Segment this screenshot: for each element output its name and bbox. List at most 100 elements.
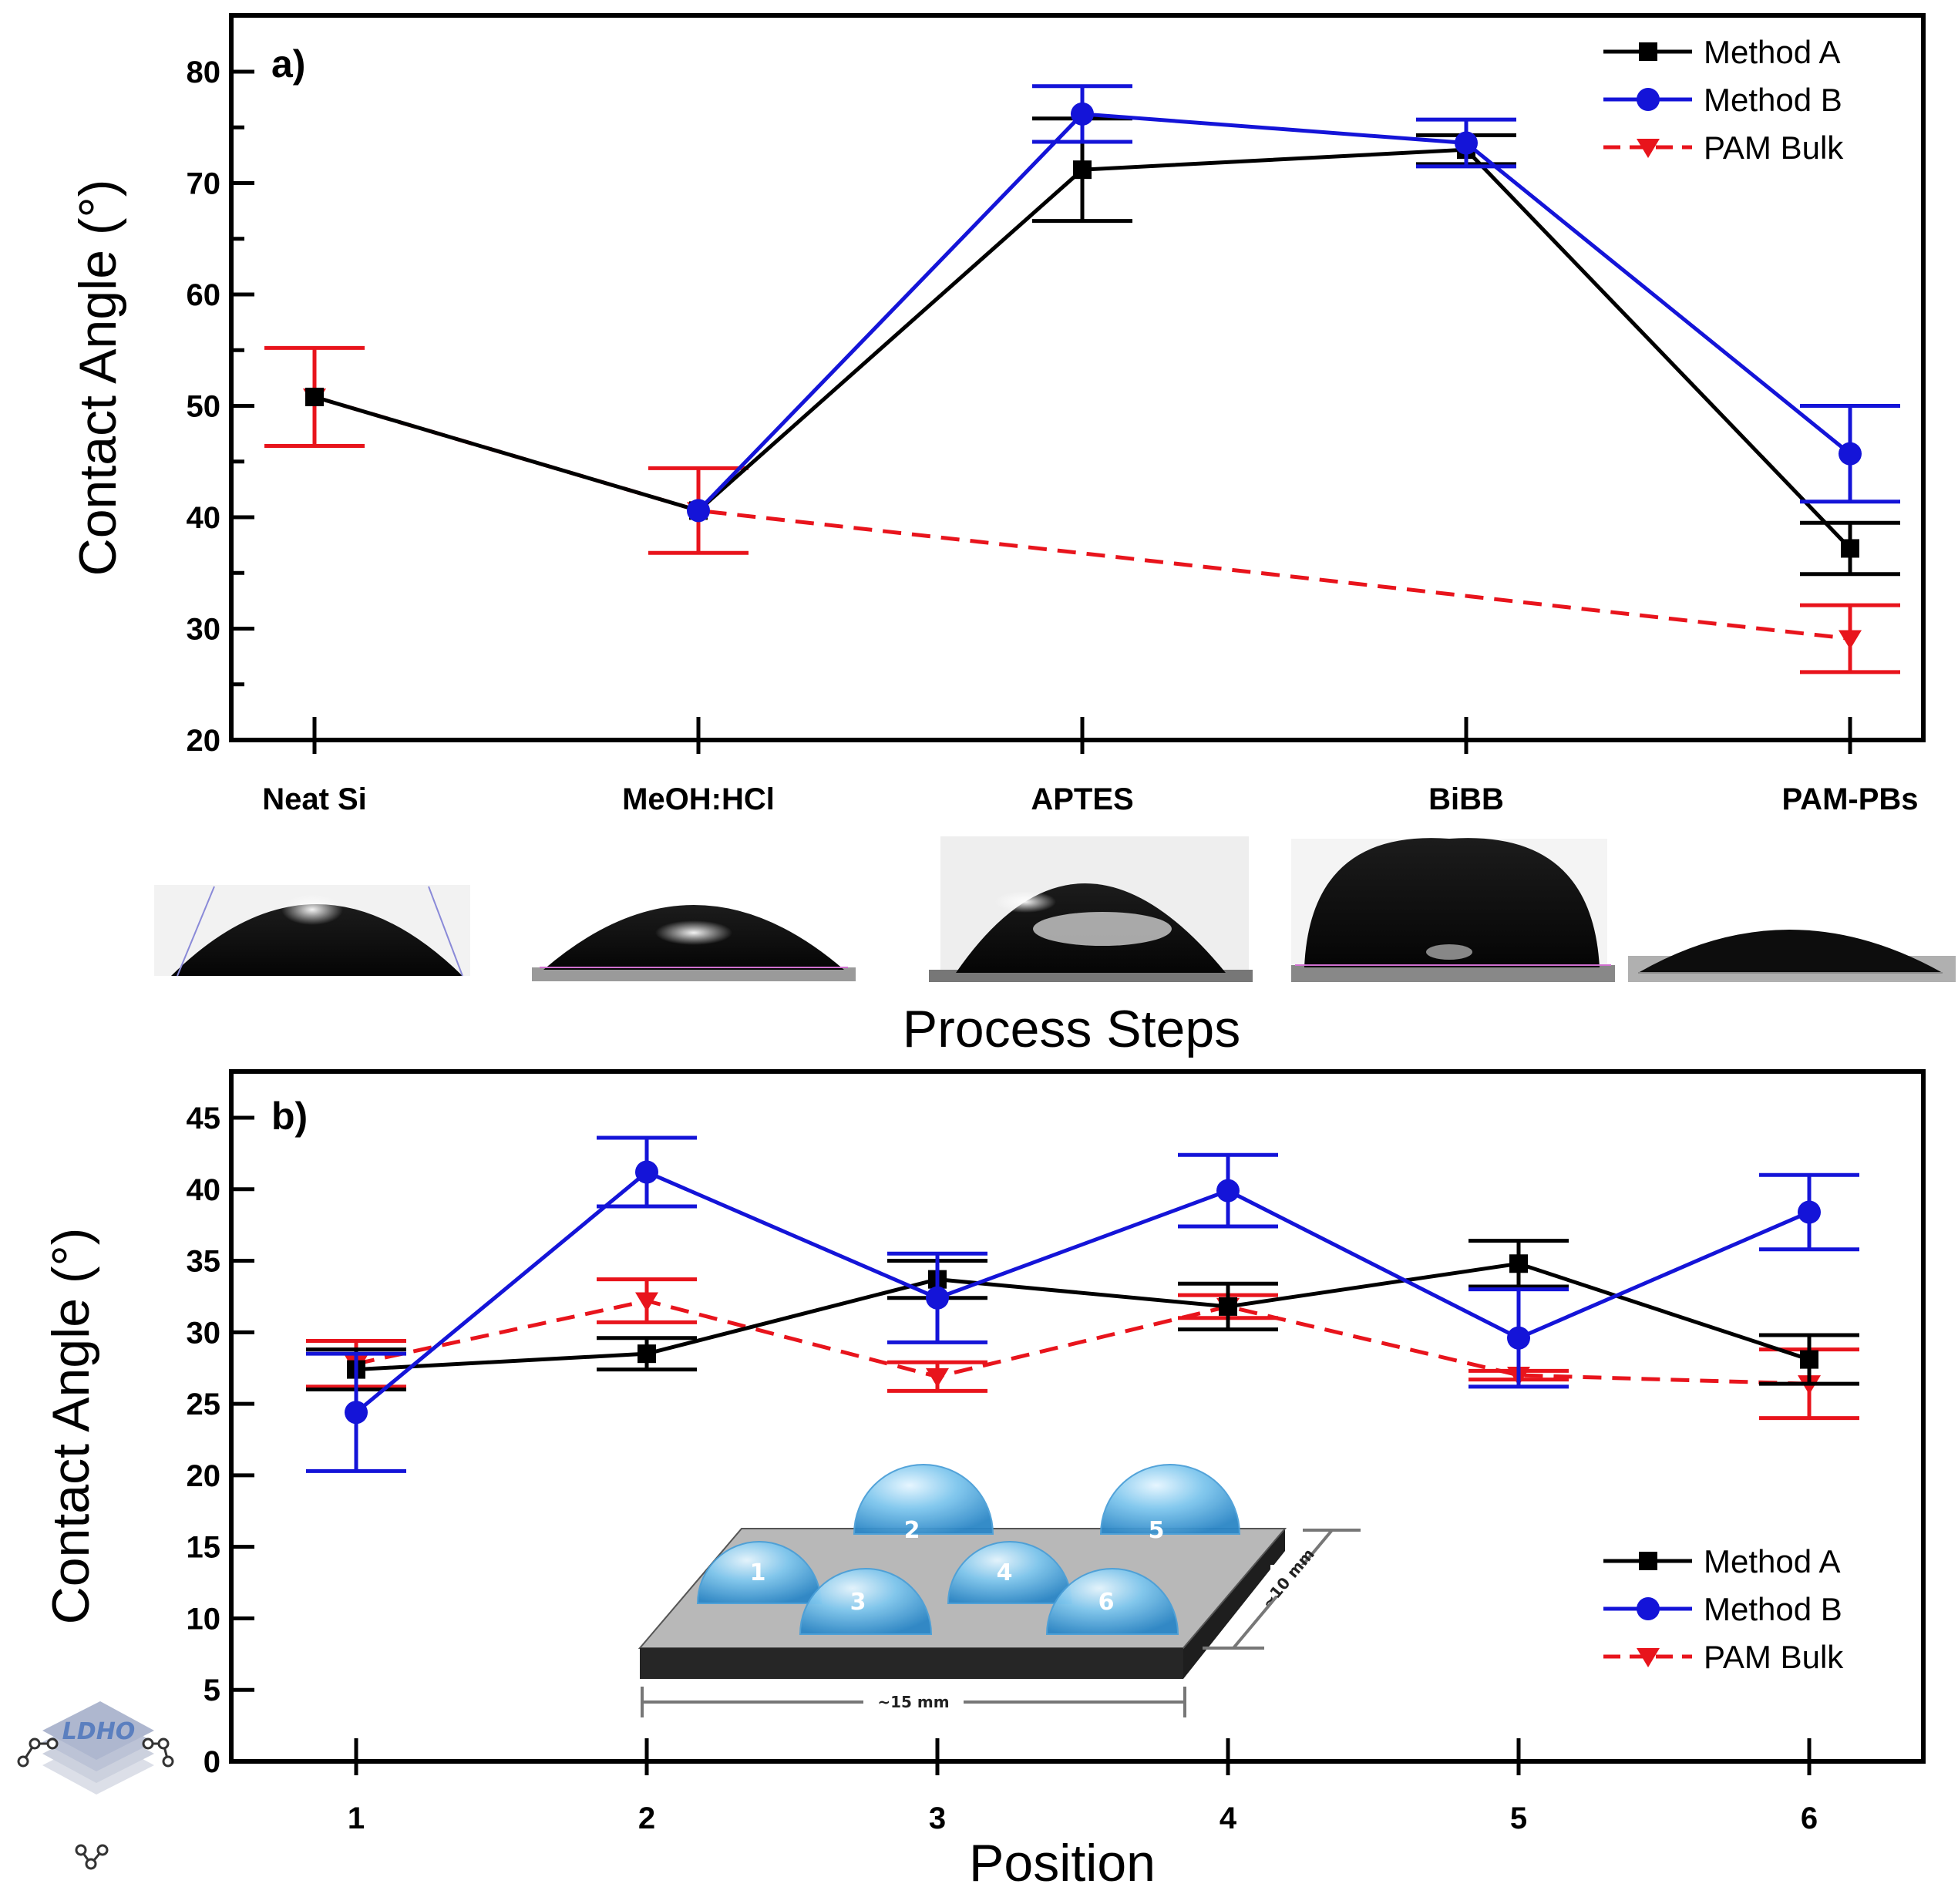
x-category-1: 1 bbox=[348, 1801, 365, 1835]
sample-substrate-diagram: 1 2 3 4 5 6 bbox=[638, 1464, 1361, 1717]
x-category-3: 3 bbox=[929, 1801, 946, 1835]
series-method-a bbox=[306, 1239, 1859, 1392]
legend-label: Method A bbox=[1704, 34, 1840, 70]
legend-item-method-b: Method B bbox=[1603, 1591, 1842, 1627]
legend-item-method-a: Method A bbox=[1603, 34, 1840, 70]
x-category-meoh-hcl: MeOH:HCl bbox=[622, 782, 775, 816]
data-point-method-a bbox=[1073, 160, 1092, 180]
data-point-method-a bbox=[638, 1344, 656, 1364]
legend-marker bbox=[1637, 1648, 1660, 1667]
data-point-method-b bbox=[1216, 1179, 1240, 1203]
droplet-photo-neat-si bbox=[154, 885, 470, 977]
legend-label: Method B bbox=[1704, 82, 1842, 118]
series-method-b bbox=[306, 1135, 1859, 1473]
droplet-photo-meoh-hcl bbox=[532, 905, 856, 981]
legend-item-pam-bulk: PAM Bulk bbox=[1603, 130, 1844, 166]
panel-label-a: a) bbox=[271, 42, 305, 86]
series-method-a bbox=[305, 116, 1900, 577]
y-axis-ticks-b: 0 5 10 15 20 25 30 35 40 45 bbox=[187, 1102, 254, 1779]
data-point-pam-bulk bbox=[926, 1367, 949, 1388]
x-category-neat-si: Neat Si bbox=[262, 782, 367, 816]
x-axis-label-a: Process Steps bbox=[903, 1000, 1240, 1058]
legend-a: Method A Method B PAM Bulk bbox=[1603, 34, 1844, 166]
x-axis-label-b: Position bbox=[969, 1834, 1156, 1892]
panel-a: 20 30 40 50 60 70 80 a) Contact Angle (°) Neat… bbox=[69, 13, 1926, 1058]
data-point-method-b bbox=[635, 1160, 658, 1184]
x-axis-ticks-b bbox=[354, 1738, 1812, 1775]
data-point-method-a bbox=[1800, 1350, 1818, 1369]
data-point-method-a bbox=[1219, 1297, 1237, 1316]
y-tick-label: 35 bbox=[187, 1245, 221, 1279]
series-line-pam-bulk bbox=[355, 1298, 1810, 1386]
legend-marker bbox=[1637, 88, 1660, 111]
legend-label: PAM Bulk bbox=[1704, 1639, 1844, 1675]
data-point-method-b bbox=[1071, 102, 1094, 126]
x-category-5: 5 bbox=[1510, 1801, 1527, 1835]
y-axis-ticks-a: 20 30 40 50 60 70 80 bbox=[187, 56, 254, 758]
series-line-method-b bbox=[697, 112, 1852, 513]
panel-label-b: b) bbox=[271, 1095, 308, 1138]
droplet-photos bbox=[154, 836, 1956, 982]
y-tick-label: 5 bbox=[204, 1674, 220, 1707]
x-axis-ticks-a bbox=[312, 717, 1852, 754]
legend-label: PAM Bulk bbox=[1704, 130, 1844, 166]
legend-b: Method A Method B PAM Bulk bbox=[1603, 1543, 1844, 1675]
data-point-method-b bbox=[1798, 1200, 1821, 1224]
y-axis-label-b: Contact Angle (°) bbox=[42, 1228, 100, 1625]
y-tick-label: 10 bbox=[187, 1602, 221, 1636]
series-line-pam-bulk bbox=[314, 395, 1851, 641]
y-tick-label: 0 bbox=[204, 1745, 220, 1779]
drop-6: 6 bbox=[1045, 1568, 1179, 1635]
x-category-bibb: BiBB bbox=[1428, 782, 1504, 816]
x-category-aptes: APTES bbox=[1031, 782, 1133, 816]
ldho-logo: LDHO bbox=[17, 1701, 174, 1870]
data-point-method-b bbox=[1839, 442, 1862, 466]
y-tick-label: 60 bbox=[187, 278, 221, 312]
series-line-method-b bbox=[355, 1169, 1810, 1415]
y-tick-label: 40 bbox=[187, 1173, 221, 1207]
legend-marker bbox=[1639, 1552, 1657, 1570]
droplet-photo-pam-pbs bbox=[1628, 930, 1956, 982]
molecule-icon bbox=[17, 1737, 174, 1870]
data-point-method-a bbox=[305, 387, 324, 406]
drop-label-4: 4 bbox=[997, 1559, 1013, 1586]
data-point-method-b bbox=[687, 499, 710, 523]
drop-1: 1 bbox=[696, 1541, 823, 1604]
y-tick-label: 15 bbox=[187, 1531, 221, 1565]
y-tick-label: 30 bbox=[187, 1316, 221, 1350]
y-tick-label: 80 bbox=[187, 56, 221, 89]
drop-label-5: 5 bbox=[1149, 1517, 1165, 1544]
x-category-6: 6 bbox=[1801, 1801, 1818, 1835]
legend-marker bbox=[1637, 139, 1660, 158]
legend-item-pam-bulk: PAM Bulk bbox=[1603, 1639, 1844, 1675]
y-tick-label: 20 bbox=[187, 724, 221, 758]
drop-3: 3 bbox=[799, 1568, 933, 1635]
data-point-method-b bbox=[926, 1286, 949, 1310]
drop-4: 4 bbox=[947, 1541, 1073, 1604]
plot-frame-a bbox=[229, 13, 1926, 742]
y-tick-label: 25 bbox=[187, 1388, 221, 1421]
droplet-photo-bibb bbox=[1291, 838, 1615, 982]
series-method-b bbox=[687, 84, 1900, 523]
legend-label: Method A bbox=[1704, 1543, 1840, 1579]
legend-label: Method B bbox=[1704, 1591, 1842, 1627]
data-point-pam-bulk bbox=[1839, 630, 1862, 650]
width-dimension-label: ~15 mm bbox=[877, 1693, 949, 1711]
legend-marker bbox=[1639, 42, 1657, 61]
y-tick-label: 50 bbox=[187, 390, 221, 424]
data-point-method-a bbox=[1841, 539, 1859, 558]
substrate-front bbox=[640, 1648, 1183, 1679]
droplet-photo-aptes bbox=[929, 836, 1253, 982]
drop-label-1: 1 bbox=[750, 1559, 766, 1586]
series-pam-bulk bbox=[264, 345, 1900, 674]
y-tick-label: 20 bbox=[187, 1459, 221, 1493]
legend-marker bbox=[1637, 1597, 1660, 1620]
drop-label-6: 6 bbox=[1098, 1589, 1115, 1616]
data-point-method-b bbox=[1455, 131, 1478, 155]
y-tick-label: 30 bbox=[187, 613, 221, 647]
x-category-pam-pbs: PAM-PBs bbox=[1781, 782, 1918, 816]
data-point-pam-bulk bbox=[635, 1292, 658, 1312]
data-point-method-b bbox=[1507, 1326, 1530, 1350]
